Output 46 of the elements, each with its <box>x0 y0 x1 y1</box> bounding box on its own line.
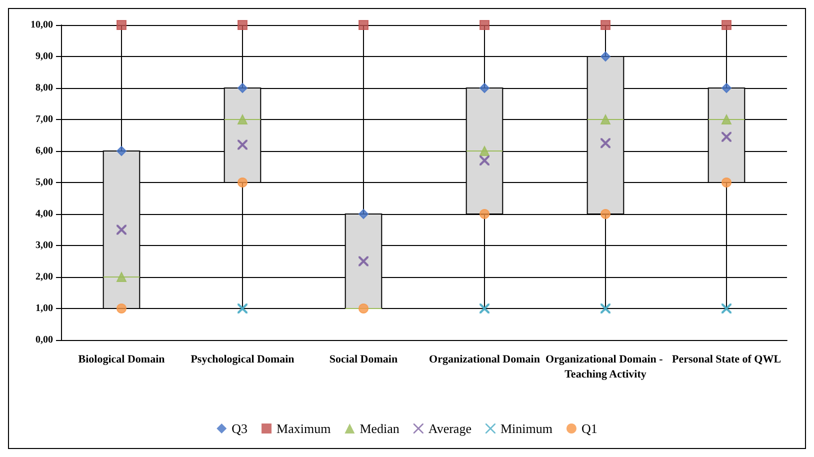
legend-label: Q3 <box>232 421 248 436</box>
x-tick-label: Social Domain <box>329 354 398 366</box>
point <box>116 304 126 314</box>
y-tick-label: 1,00 <box>36 303 53 314</box>
point <box>358 304 368 314</box>
legend-label: Average <box>428 421 472 436</box>
y-tick-label: 10,00 <box>30 20 53 30</box>
point <box>238 114 248 124</box>
x-tick-label: Biological Domain <box>78 354 165 366</box>
point <box>480 146 490 156</box>
point <box>722 178 732 188</box>
point <box>358 209 368 219</box>
x-tick-label: Personal State of QWL <box>672 354 782 366</box>
point <box>480 209 490 219</box>
point <box>600 52 610 62</box>
y-tick-label: 9,00 <box>36 51 53 62</box>
point <box>480 83 490 93</box>
y-tick-label: 4,00 <box>36 208 53 220</box>
point <box>480 20 490 30</box>
point <box>358 20 368 30</box>
point <box>722 114 732 124</box>
point <box>116 272 126 282</box>
point <box>238 83 248 93</box>
point <box>600 209 610 219</box>
y-tick-label: 5,00 <box>36 177 53 188</box>
point <box>116 20 126 30</box>
x-tick-label: Psychological Domain <box>190 354 294 366</box>
x-tick-label: Organizational Domain <box>429 354 540 366</box>
y-tick-label: 0,00 <box>36 334 53 346</box>
point <box>600 114 610 124</box>
point <box>116 146 126 156</box>
point <box>600 20 610 30</box>
y-tick-label: 8,00 <box>36 82 53 94</box>
legend-label: Minimum <box>500 421 552 436</box>
point <box>722 20 732 30</box>
y-tick-label: 6,00 <box>36 146 53 156</box>
legend-label: Q1 <box>581 421 598 436</box>
point <box>238 20 248 30</box>
x-tick-label: Organizational Domain - Teaching Activity <box>545 354 666 380</box>
y-tick-label: 2,00 <box>36 272 53 282</box>
legend-label: Maximum <box>276 421 331 436</box>
y-tick-label: 7,00 <box>36 114 53 125</box>
y-tick-label: 3,00 <box>36 240 53 251</box>
point <box>238 178 248 188</box>
point <box>722 83 732 93</box>
legend-label: Median <box>360 421 400 436</box>
